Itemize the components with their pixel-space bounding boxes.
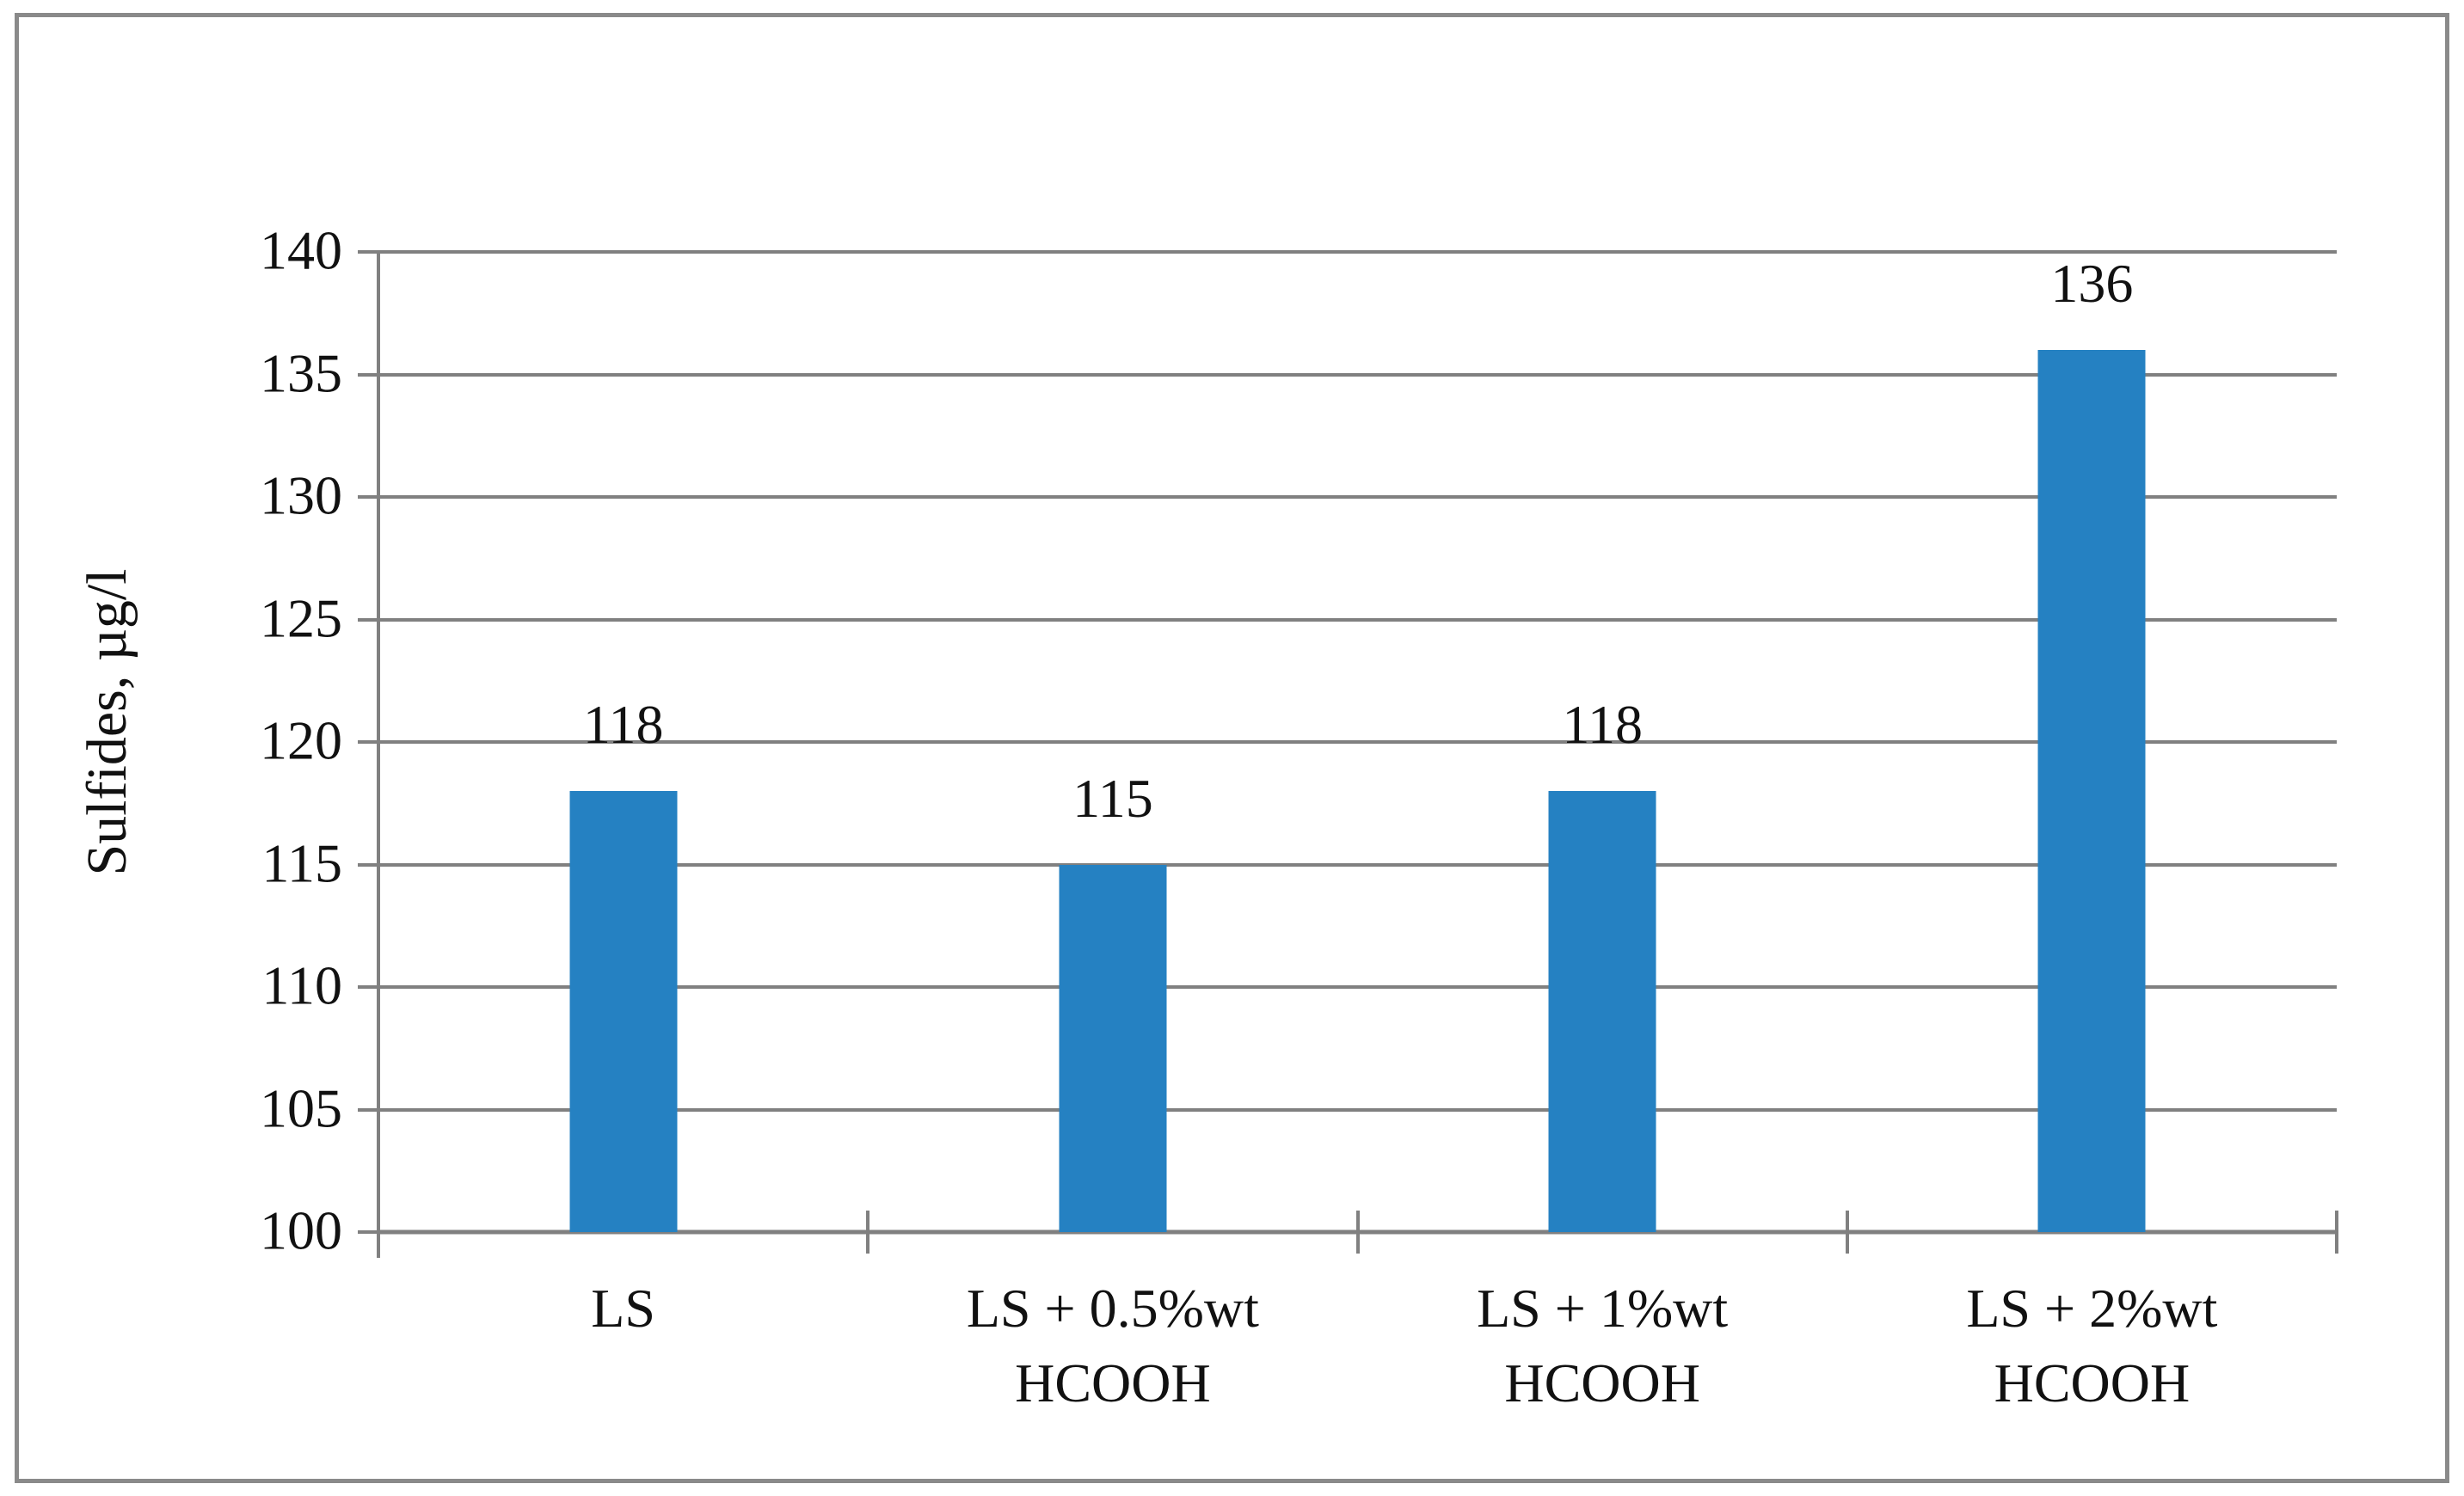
x-axis-tick xyxy=(2335,1211,2338,1254)
y-axis-tick-label: 140 xyxy=(260,219,342,281)
gridline xyxy=(378,617,2337,622)
bar-data-label: 118 xyxy=(582,694,664,755)
x-axis-tick xyxy=(866,1211,870,1254)
gridline xyxy=(378,495,2337,499)
y-axis-tick-label: 120 xyxy=(260,709,342,771)
y-axis-tick-label: 100 xyxy=(260,1199,342,1261)
bar xyxy=(1059,864,1167,1232)
y-axis-line xyxy=(377,252,380,1258)
bar-data-label: 115 xyxy=(1072,767,1153,829)
y-axis-tick-label: 135 xyxy=(260,342,342,404)
x-axis-tick xyxy=(377,1211,380,1254)
bar xyxy=(2037,350,2146,1232)
x-axis-category-label: LS xyxy=(591,1278,655,1339)
y-axis-tick-label: 125 xyxy=(260,587,342,649)
x-axis-category-label: LS + 2%wt HCOOH xyxy=(1966,1278,2218,1414)
y-axis-tick xyxy=(358,985,378,989)
y-axis-tick xyxy=(358,372,378,377)
y-axis-tick-label: 110 xyxy=(261,954,342,1016)
y-axis-tick xyxy=(358,495,378,499)
x-axis-category-label: LS + 0.5%wt HCOOH xyxy=(966,1278,1259,1414)
y-axis-tick xyxy=(358,1230,378,1234)
x-axis-tick xyxy=(1845,1211,1849,1254)
gridline xyxy=(378,985,2337,989)
x-axis-category-label: LS + 1%wt HCOOH xyxy=(1477,1278,1729,1414)
y-axis-tick xyxy=(358,617,378,622)
bar-data-label: 136 xyxy=(2050,253,2134,314)
gridline xyxy=(378,1107,2337,1112)
y-axis-tick xyxy=(358,250,378,254)
gridline xyxy=(378,862,2337,867)
gridline xyxy=(378,740,2337,744)
gridline xyxy=(378,250,2337,254)
y-axis-title: Sulfides, µg/l xyxy=(76,568,138,876)
y-axis-tick-label: 115 xyxy=(261,832,342,894)
y-axis-tick-label: 130 xyxy=(260,464,342,526)
bar xyxy=(569,791,678,1232)
y-axis-tick-label: 105 xyxy=(260,1077,342,1139)
gridline xyxy=(378,372,2337,377)
bar xyxy=(1548,791,1656,1232)
chart-frame-border xyxy=(15,13,2449,1483)
plot-area: 100 105 110 115 120 125 130 135 140 118 115 118 136 xyxy=(260,223,2338,1258)
y-axis-tick xyxy=(358,740,378,744)
x-axis-tick xyxy=(1355,1211,1360,1254)
bar-data-label: 118 xyxy=(1562,694,1643,755)
y-axis-tick xyxy=(358,862,378,867)
y-axis-tick xyxy=(358,1107,378,1112)
